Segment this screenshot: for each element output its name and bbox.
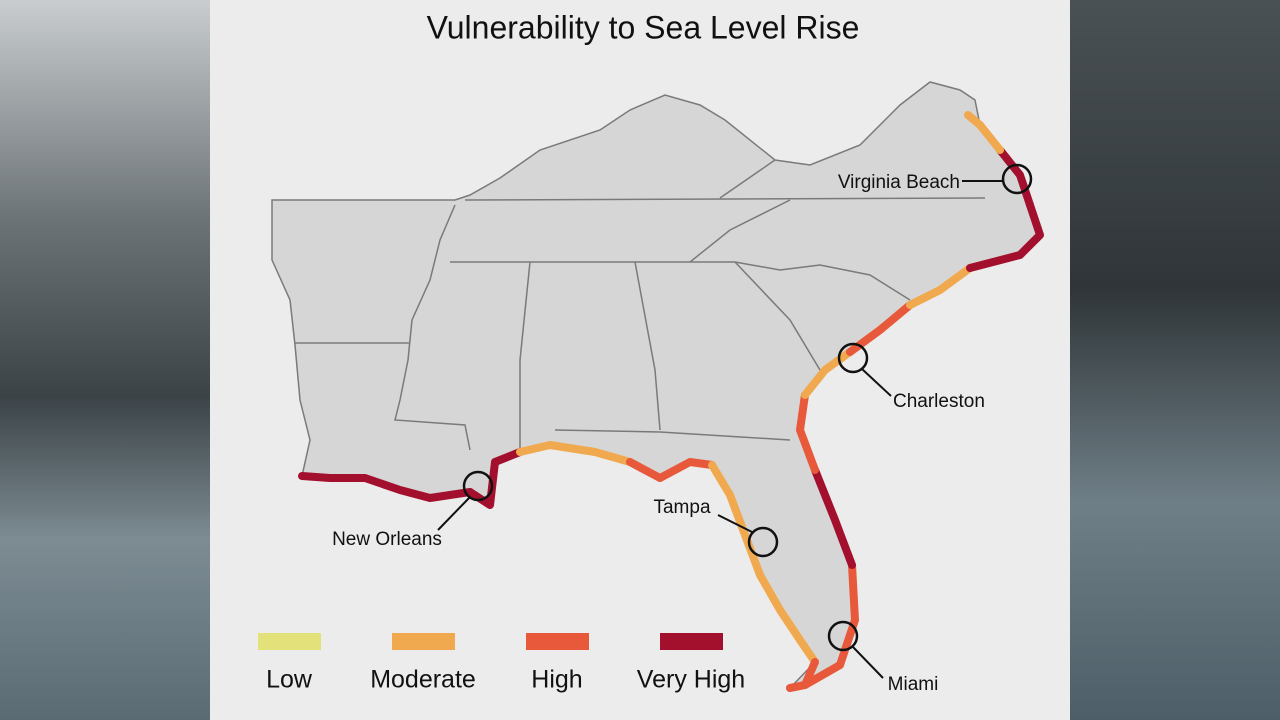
coast-segment [708, 461, 764, 579]
map-title: Vulnerability to Sea Level Rise [427, 9, 860, 45]
city-marker [1001, 163, 1033, 195]
coast-segment [626, 458, 664, 482]
coast-segment [516, 441, 554, 456]
border [519, 261, 531, 450]
city-label: Virginia Beach [838, 172, 960, 193]
coast-segment [756, 571, 819, 666]
legend-label: Moderate [370, 666, 476, 694]
legend-label: Very High [637, 666, 745, 694]
border [689, 199, 791, 263]
coast-segment [298, 472, 474, 502]
city-marker [827, 620, 859, 652]
coast-segment [786, 661, 844, 692]
border [464, 197, 986, 201]
legend: Low Moderate High Very High [258, 633, 745, 694]
city-label: Tampa [653, 497, 710, 518]
coast-segment [546, 441, 634, 466]
coast-segment [964, 111, 1004, 154]
city-marker [837, 342, 869, 374]
coast-segment [811, 466, 856, 569]
coast-segment [801, 348, 854, 399]
border [634, 261, 661, 431]
leader-line [717, 514, 753, 533]
border [734, 261, 821, 371]
coast-segment [966, 201, 1044, 272]
border [719, 159, 776, 199]
coast-segment [906, 264, 974, 309]
leader-line [852, 646, 884, 679]
cities: Virginia Beach Charleston New Orleans Tampa… [332, 163, 1033, 695]
city-marker [462, 470, 494, 502]
legend-swatch [660, 633, 723, 650]
leader-line [861, 368, 892, 397]
border [734, 261, 911, 301]
background-right [1070, 0, 1280, 720]
city-label: New Orleans [332, 529, 442, 550]
coast-segment [796, 391, 819, 474]
border [554, 429, 791, 441]
legend-swatch [392, 633, 455, 650]
legend-label: High [531, 666, 582, 694]
state-borders [295, 159, 986, 451]
coast-segment [656, 458, 716, 482]
background-left [0, 0, 210, 720]
city-label: Charleston [893, 391, 985, 412]
legend-swatch [526, 633, 589, 650]
city-marker [747, 526, 779, 558]
leader-line [437, 496, 471, 531]
legend-label: Low [266, 666, 313, 694]
coast-segment [996, 146, 1034, 209]
city-label: Miami [888, 674, 939, 695]
border [394, 204, 471, 451]
legend-swatch [258, 633, 321, 650]
